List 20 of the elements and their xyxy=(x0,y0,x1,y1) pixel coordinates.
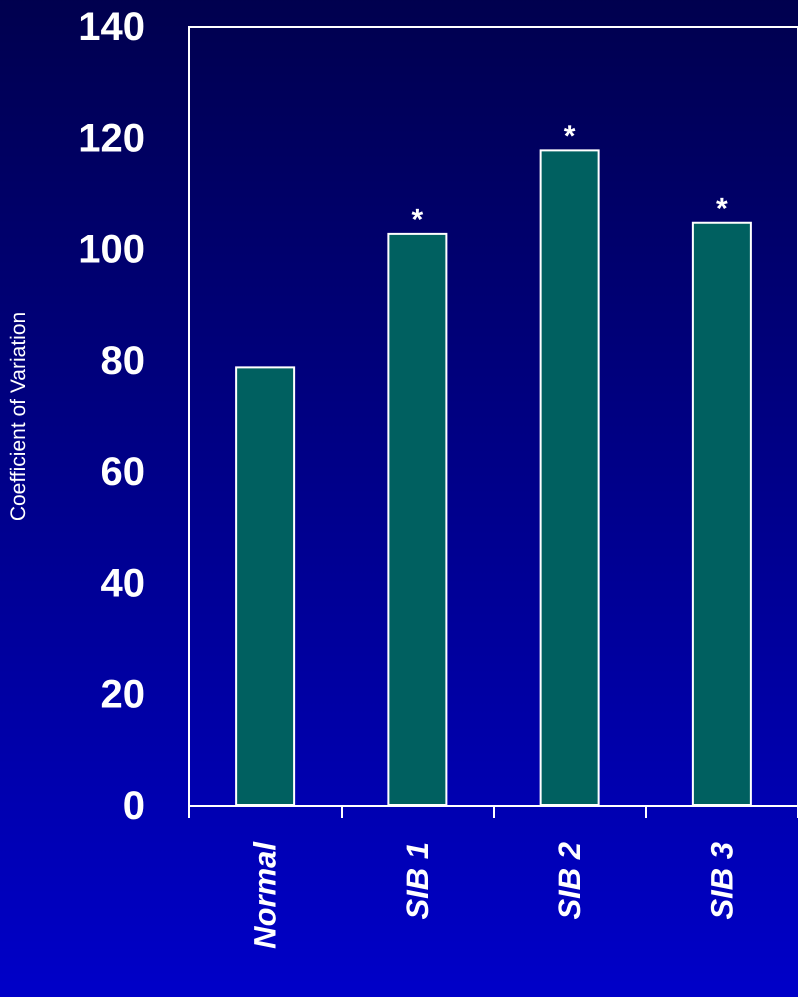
bar xyxy=(692,222,752,806)
y-tick-label: 80 xyxy=(100,338,145,383)
annotation: * xyxy=(412,203,424,236)
annotation: * xyxy=(716,192,728,226)
x-tick-label: SIB 1 xyxy=(400,842,435,920)
x-tick-label: SIB 2 xyxy=(552,842,588,920)
y-axis-title: Coefficient of Variation xyxy=(7,312,30,522)
x-tick-label: Normal xyxy=(248,840,283,949)
bar xyxy=(235,366,296,806)
annotation: * xyxy=(564,120,576,153)
bar xyxy=(387,232,448,806)
bar xyxy=(540,149,600,806)
y-tick-label: 140 xyxy=(78,5,145,49)
y-tick-label: 60 xyxy=(100,450,145,494)
y-tick-label: 40 xyxy=(100,561,145,606)
x-tick-label: SIB 3 xyxy=(704,842,740,920)
y-tick-label: 100 xyxy=(78,228,145,272)
y-tick-label: 20 xyxy=(100,672,145,717)
y-tick-label: 120 xyxy=(78,116,145,160)
y-tick-label: 0 xyxy=(122,784,145,828)
